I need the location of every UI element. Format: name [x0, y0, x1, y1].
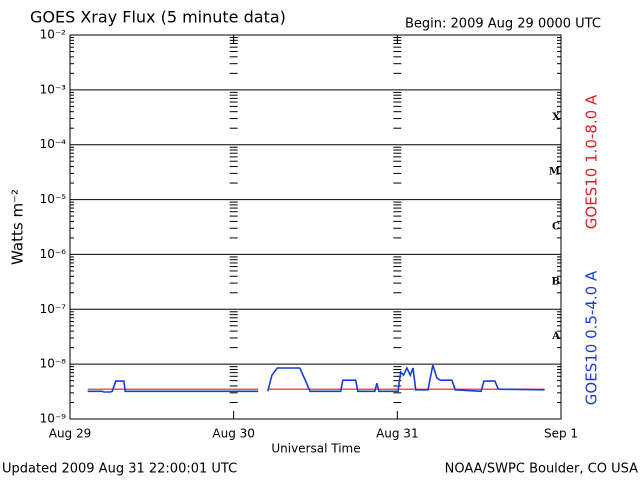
chart-subtitle: Begin: 2009 Aug 29 0000 UTC	[405, 17, 601, 32]
flare-class-label: A	[551, 331, 560, 342]
x-tick-label: Aug 31	[376, 427, 419, 441]
legend-entry: GOES10 1.0-8.0 A	[583, 94, 601, 229]
flare-class-label: C	[552, 222, 560, 233]
y-tick-label: 10⁻⁷	[40, 302, 67, 316]
y-tick-label: 10⁻³	[40, 82, 67, 96]
footer-right: NOAA/SWPC Boulder, CO USA	[445, 462, 638, 477]
x-axis-label: Universal Time	[271, 442, 360, 456]
plot-frame	[69, 34, 562, 420]
flare-class-label: M	[549, 167, 560, 178]
y-tick-label: 10⁻⁶	[40, 247, 67, 261]
x-tick-label: Sep 1	[544, 427, 578, 441]
y-tick-label: 10⁻⁹	[40, 412, 67, 426]
flare-class-label: B	[552, 276, 560, 287]
legend-entry: GOES10 0.5-4.0 A	[583, 270, 601, 405]
footer-left: Updated 2009 Aug 31 22:00:01 UTC	[2, 462, 237, 477]
x-tick-label: Aug 29	[49, 427, 92, 441]
y-tick-label: 10⁻⁴	[40, 137, 67, 151]
series-line	[87, 364, 545, 393]
y-tick-label: 10⁻⁸	[40, 357, 67, 371]
chart-title: GOES Xray Flux (5 minute data)	[30, 8, 286, 27]
y-axis-label: Watts m⁻²	[9, 189, 27, 265]
y-tick-label: 10⁻²	[40, 28, 67, 42]
flare-class-label: X	[552, 112, 560, 123]
x-tick-label: Aug 30	[212, 427, 255, 441]
y-tick-label: 10⁻⁵	[40, 192, 67, 206]
